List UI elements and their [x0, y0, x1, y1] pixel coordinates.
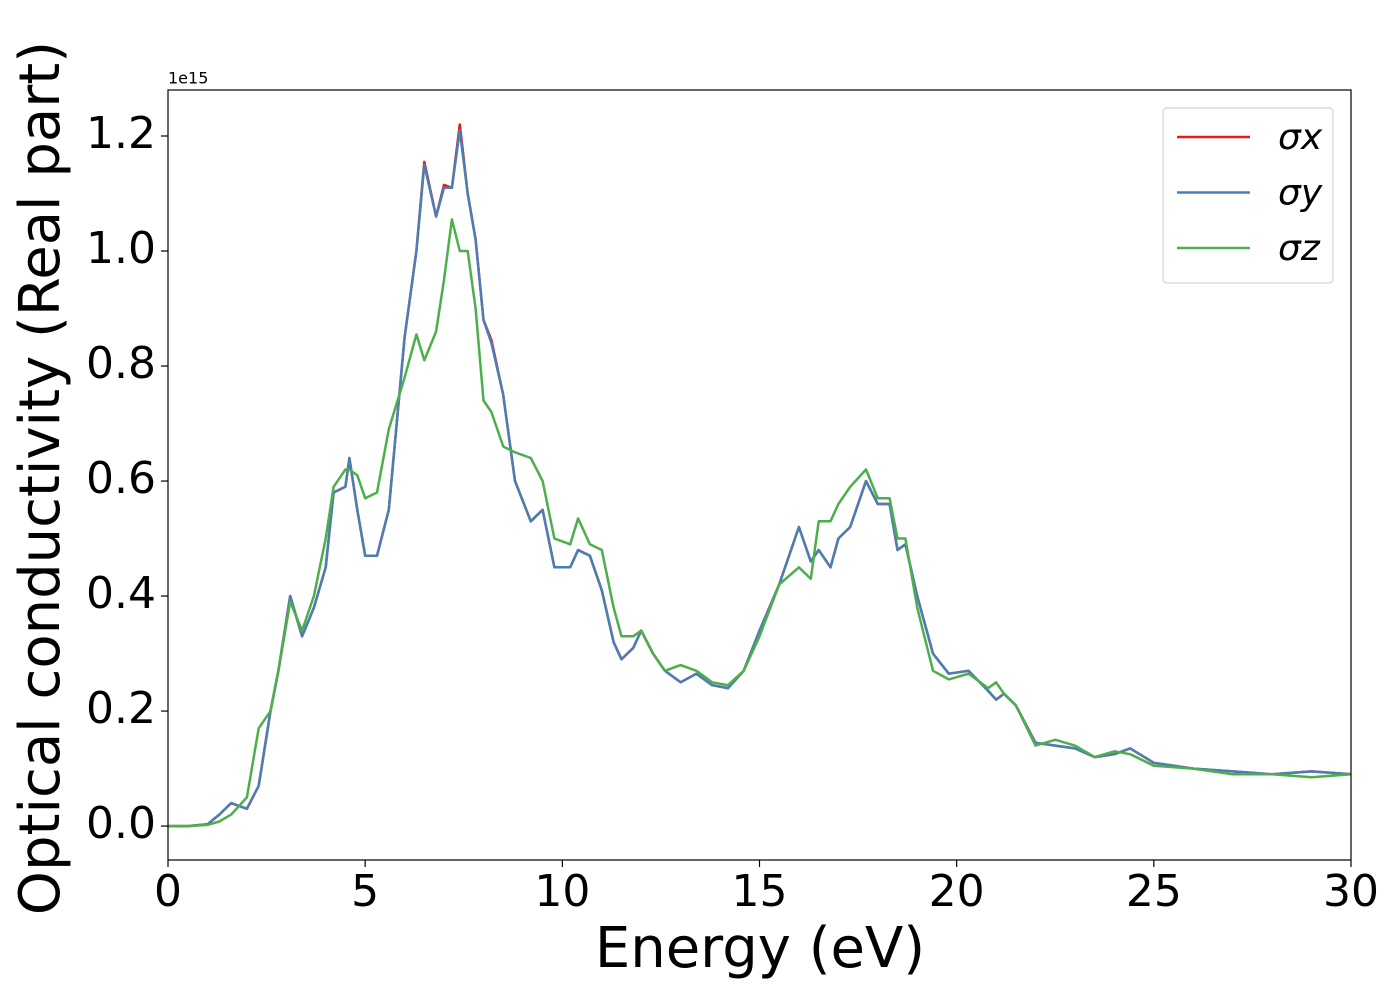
- x-tick-label: 20: [929, 866, 985, 917]
- legend-label: σz: [1278, 228, 1321, 269]
- plot-frame: [167, 89, 1352, 861]
- x-tick-label: 10: [534, 866, 590, 917]
- x-axis-label: Energy (eV): [595, 916, 925, 981]
- x-tick-label: 25: [1126, 866, 1182, 917]
- legend-box: [1162, 107, 1334, 284]
- y-offset-label: 1e15: [168, 69, 208, 88]
- legend-label: σy: [1278, 173, 1323, 214]
- y-tick-label: 0.6: [86, 453, 156, 504]
- y-tick-label: 0.4: [86, 568, 156, 619]
- x-tick-label: 0: [154, 866, 182, 917]
- x-tick-label: 5: [351, 866, 379, 917]
- x-tick-label: 30: [1323, 866, 1379, 917]
- series-line: [168, 129, 1352, 828]
- y-axis-label: Optical conductivity (Real part): [8, 41, 73, 915]
- y-tick-label: 0.8: [86, 338, 156, 389]
- legend-label: σx: [1278, 117, 1323, 158]
- series-line: [168, 218, 1352, 828]
- x-tick-label: 15: [732, 866, 788, 917]
- y-tick-label: 0.2: [86, 683, 156, 734]
- y-tick-label: 0.0: [86, 798, 156, 849]
- y-tick-label: 1.0: [86, 223, 156, 274]
- y-tick-label: 1.2: [86, 108, 156, 159]
